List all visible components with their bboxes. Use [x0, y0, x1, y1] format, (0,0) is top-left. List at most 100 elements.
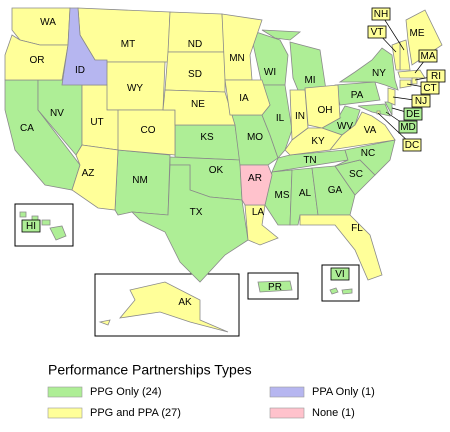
state-label: NJ [415, 96, 427, 107]
state [338, 47, 399, 91]
state [257, 280, 293, 293]
state-label: MS [275, 190, 290, 201]
state-label: OH [318, 105, 333, 116]
state-label: DE [406, 109, 420, 120]
state-label: PA [351, 90, 364, 101]
state [224, 79, 271, 116]
state [334, 139, 396, 176]
state-label: NH [374, 9, 388, 20]
label-box [403, 107, 423, 121]
legend-swatch [269, 386, 305, 398]
state-label: ME [410, 28, 425, 39]
state-label: MI [304, 75, 315, 86]
state-label: MN [229, 53, 245, 64]
legend-label: PPG and PPA (27) [90, 407, 181, 419]
state-label: IL [276, 113, 285, 124]
state-label: MT [121, 39, 135, 50]
state [284, 127, 343, 156]
state-label: WA [40, 17, 56, 28]
state-label: NE [191, 99, 205, 110]
state-label: CA [20, 123, 34, 134]
state-label: AK [178, 297, 192, 308]
state-label: UT [90, 117, 103, 128]
label-box [398, 120, 418, 134]
state-label: GA [328, 185, 343, 196]
state [221, 13, 263, 81]
state-label: MA [421, 51, 436, 62]
state-label: IN [295, 111, 305, 122]
state-label: ND [188, 39, 202, 50]
legend-swatch [47, 386, 83, 398]
state [391, 41, 401, 71]
state [411, 77, 418, 85]
state-label: VA [364, 125, 377, 136]
state-label: TN [303, 155, 316, 166]
state [130, 164, 249, 283]
state-label: MD [400, 122, 416, 133]
label-box [418, 49, 438, 63]
state-label: LA [252, 207, 265, 218]
label-box [411, 94, 431, 108]
state-label: WY [127, 83, 143, 94]
alaska-inset [94, 273, 240, 337]
state [61, 7, 108, 86]
state-label: OK [209, 165, 224, 176]
legend-title: Performance Partnerships Types [48, 362, 252, 378]
state-label: NM [132, 175, 148, 186]
state [162, 89, 236, 126]
state-label: TX [190, 207, 203, 218]
state-label: CO [141, 125, 156, 136]
state [397, 69, 426, 79]
state-label: SD [188, 69, 202, 80]
state [399, 79, 412, 89]
label-box [330, 267, 350, 281]
state-label: OR [30, 55, 45, 66]
state-label: AL [299, 188, 312, 199]
state [311, 165, 356, 216]
state-label: PR [268, 282, 282, 293]
state-label: WI [264, 67, 276, 78]
state-label: NY [372, 68, 386, 79]
legend-label: PPA Only (1) [312, 386, 375, 398]
state-label: NC [361, 148, 375, 159]
puerto-rico-inset [247, 272, 299, 300]
state [376, 110, 381, 115]
state-label: DC [405, 140, 419, 151]
state-label: FL [351, 223, 363, 234]
hawaii-inset [14, 203, 74, 247]
state [98, 281, 229, 333]
virgin-islands-inset [321, 264, 360, 302]
state [329, 111, 396, 151]
state [117, 109, 176, 156]
state [357, 103, 391, 117]
state-label: AZ [82, 168, 95, 179]
state-label: IA [239, 93, 249, 104]
state-label: SC [349, 169, 363, 180]
state-label: VT [371, 27, 384, 38]
state-label: VI [335, 269, 344, 280]
state [239, 164, 273, 206]
state-label: WV [337, 121, 353, 132]
state [387, 87, 396, 106]
legend-label: PPG Only (24) [90, 386, 162, 398]
legend-swatch [269, 407, 305, 419]
legend-label: None (1) [312, 407, 355, 419]
state-label: CT [423, 83, 436, 94]
state [329, 287, 353, 295]
label-box [371, 7, 391, 21]
state-label: HI [26, 221, 36, 232]
state [304, 84, 341, 129]
state [299, 214, 383, 281]
state-label: KY [311, 136, 325, 147]
state-label: RI [431, 71, 441, 82]
state-label: NV [50, 108, 64, 119]
state [71, 144, 119, 211]
label-box [21, 219, 41, 233]
state-label: KS [200, 132, 214, 143]
label-box [367, 25, 387, 39]
label-box [420, 81, 440, 95]
legend-swatch [47, 407, 83, 419]
label-box [402, 138, 422, 152]
state-label: MO [247, 132, 263, 143]
